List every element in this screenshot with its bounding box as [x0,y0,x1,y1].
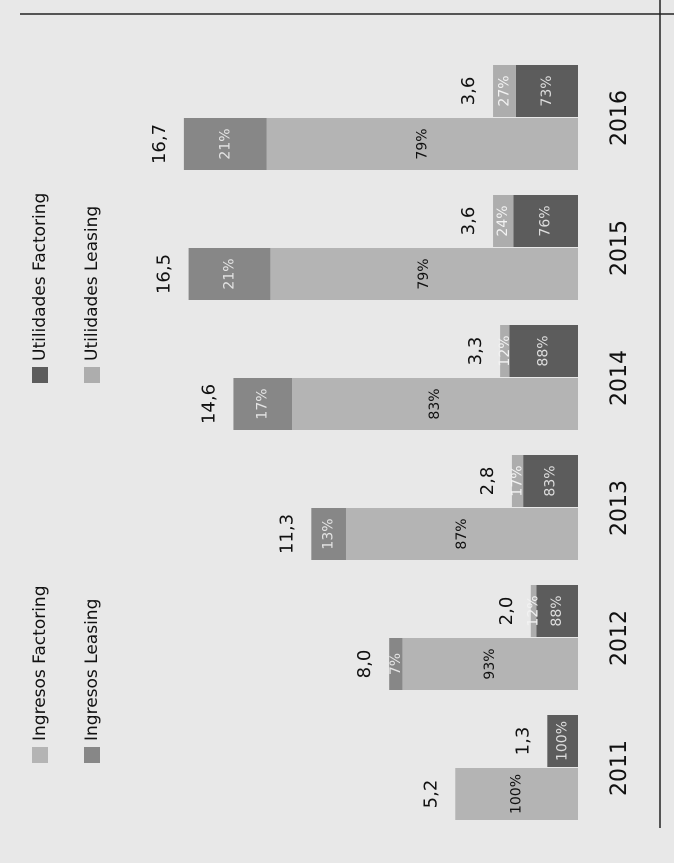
total-label: 3,3 [465,337,486,366]
bar-segment [183,118,267,170]
segment-label: 83% [543,465,559,496]
segment-label: 17% [510,465,526,496]
segment-label: 27% [497,75,513,106]
segment-label: 79% [414,128,430,159]
segment-label: 73% [539,75,555,106]
segment-label: 87% [454,518,470,549]
bar-segment [188,248,271,300]
segment-label: 88% [536,335,552,366]
segment-label: 93% [482,648,498,679]
x-tick-label: 2015 [607,220,632,276]
legend-swatch [32,747,48,763]
plot: 2011 100% 5,2 100% 1,3 2012 93% 7% 8,0 88% 12% 2,0 2… [20,0,674,828]
total-label: 1,3 [512,727,533,756]
total-label: 2,0 [496,597,517,626]
segment-label: 12% [497,335,513,366]
bar-segment [266,118,578,170]
bar-segment [513,195,579,247]
bar-segment [547,715,579,767]
bar-segment [270,248,578,300]
segment-label: 7% [388,653,404,675]
bar-segment [455,768,578,820]
x-tick-label: 2012 [607,610,632,666]
bar-segment [292,378,578,430]
legend-swatch [84,367,100,383]
total-label: 16,7 [149,124,170,164]
total-label: 5,2 [420,780,441,809]
segment-label: 76% [538,205,554,236]
bar-segment [233,378,293,430]
bar-segment [311,508,346,560]
segment-label: 24% [495,205,511,236]
segment-label: 100% [555,721,571,761]
segment-label: 21% [217,128,233,159]
bar-segment [345,508,578,560]
bar-segment [515,65,578,117]
segment-label: 12% [526,595,542,626]
bar-segment [493,195,514,247]
segment-label: 88% [549,595,565,626]
x-tick-label: 2013 [607,480,632,536]
legend-label: Utilidades Leasing [82,206,102,361]
legend-swatch [32,367,48,383]
segment-label: 17% [255,388,271,419]
segment-label: 21% [221,258,237,289]
legend-label: Utilidades Factoring [30,193,50,361]
segment-label: 83% [427,388,443,419]
bar-segment [509,325,579,377]
segment-label: 100% [509,774,525,814]
total-label: 3,6 [458,77,479,106]
x-tick-label: 2014 [607,350,632,406]
segment-label: 13% [321,518,337,549]
x-tick-label: 2011 [607,740,632,796]
x-tick-label: 2016 [607,90,632,146]
total-label: 16,5 [154,254,175,294]
total-label: 14,6 [198,384,219,424]
bar-segment [536,585,578,637]
segment-label: 79% [416,258,432,289]
legend-label: Ingresos Factoring [30,586,50,742]
bar-segment [511,455,524,507]
total-label: 3,6 [458,207,479,236]
bar-segment [523,455,579,507]
total-label: 2,8 [477,467,498,496]
bar-segment [389,638,403,690]
bar-segment [402,638,578,690]
legend-swatch [84,747,100,763]
total-label: 11,3 [276,514,297,554]
total-label: 8,0 [354,650,375,679]
bar-segment [530,585,537,637]
legend-label: Ingresos Leasing [82,599,102,741]
bar-segment [493,65,516,117]
bar-segment [500,325,510,377]
